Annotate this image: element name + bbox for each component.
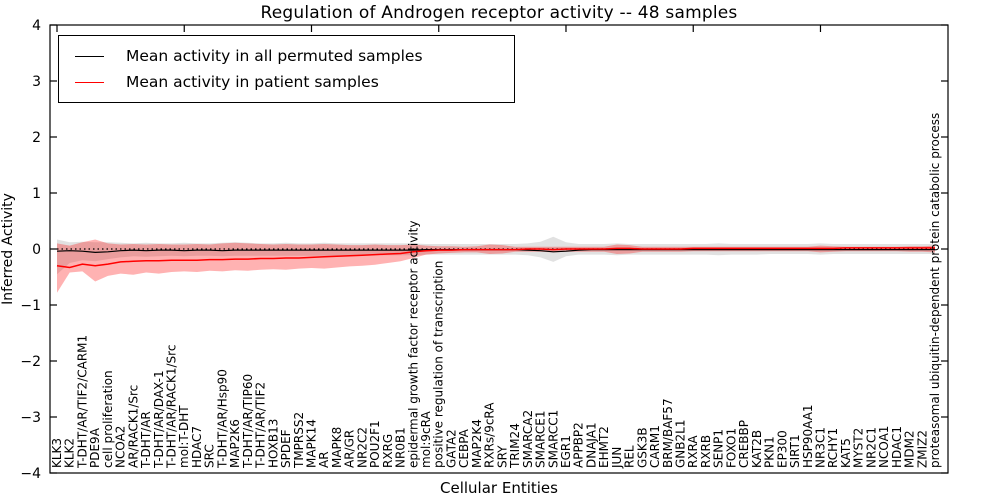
x-tick-label: CREBBP xyxy=(737,420,751,468)
x-tick-label: MAP2K4 xyxy=(470,419,484,468)
x-tick-label: SMARCE1 xyxy=(534,410,548,468)
x-tick-label: TRIM24 xyxy=(508,423,522,469)
x-tick-label: NR2C2 xyxy=(355,427,369,468)
legend: Mean activity in all permuted samples Me… xyxy=(58,35,515,103)
x-tick-label: NR0B1 xyxy=(394,427,408,468)
patient-mean-line xyxy=(56,247,935,269)
x-tick-label: SENP1 xyxy=(712,429,726,468)
x-tick-label: GNB2L1 xyxy=(674,420,688,468)
y-tick-label: −1 xyxy=(20,298,41,314)
x-tick-label: PDE9A xyxy=(88,427,102,468)
y-tick-label: 4 xyxy=(32,18,41,34)
y-tick-label: −2 xyxy=(20,354,41,370)
legend-row-permuted: Mean activity in all permuted samples xyxy=(75,43,514,69)
x-tick-label: POU2F1 xyxy=(368,420,382,468)
x-tick-label: RCHY1 xyxy=(826,428,840,468)
x-tick-label: AR/RACK1/Src xyxy=(126,385,140,468)
x-tick-label: T-DHT/AR/TIF2/CARM1 xyxy=(75,335,89,469)
x-tick-label: RXRB xyxy=(699,435,713,468)
x-tick-label: HOXB13 xyxy=(266,419,280,468)
x-tick-label: KLK3 xyxy=(50,438,64,468)
x-tick-label: RXRA xyxy=(686,435,700,468)
x-tick-label: GATA2 xyxy=(445,429,459,468)
x-tick-label: T-DHT/AR/RACK1/Src xyxy=(165,345,179,469)
x-tick-label: cell proliferation xyxy=(101,370,115,468)
x-tick-label: MAPK14 xyxy=(305,419,319,468)
permuted-confidence-band xyxy=(57,236,935,275)
x-tick-label: EP300 xyxy=(775,430,789,468)
x-tick-label: SRC xyxy=(203,444,217,468)
x-tick-label: TMPRSS2 xyxy=(292,412,306,469)
x-tick-label: DNAJA1 xyxy=(584,422,598,468)
y-tick-label: −3 xyxy=(20,410,41,426)
y-tick-label: 0 xyxy=(32,242,41,258)
chart-title: Regulation of Androgen receptor activity… xyxy=(260,3,738,23)
x-tick-label: KAT5 xyxy=(839,438,853,468)
legend-label-patient: Mean activity in patient samples xyxy=(126,73,379,91)
y-axis-label: Inferred Activity xyxy=(0,193,16,305)
x-tick-label: T-DHT/AR/Hsp90 xyxy=(215,369,229,469)
x-tick-label: RXRs/9cRA xyxy=(483,402,497,468)
x-tick-label: T-DHT/AR/TIP60 xyxy=(241,374,255,469)
permuted-line-swatch xyxy=(75,55,104,57)
x-tick-label: SMARCA2 xyxy=(521,410,535,468)
legend-row-patient: Mean activity in patient samples xyxy=(75,69,514,95)
x-tick-label: KAT2B xyxy=(750,430,764,468)
x-tick-label: T-DHT/AR/TIF2 xyxy=(254,382,268,469)
x-tick-label: mol:T-DHT xyxy=(177,405,191,468)
x-tick-label: CARM1 xyxy=(648,425,662,468)
x-tick-label: APPBP2 xyxy=(572,422,586,468)
x-tick-label: HSP90AA1 xyxy=(801,404,815,468)
x-tick-label: MDM2 xyxy=(903,430,917,468)
x-tick-label: PKN1 xyxy=(763,436,777,468)
x-axis-label: Cellular Entities xyxy=(440,479,558,497)
patient-line-swatch xyxy=(75,81,104,83)
x-tick-label: CEBPA xyxy=(457,428,471,468)
x-tick-label: T-DHT/AR/DAX-1 xyxy=(152,370,166,469)
legend-label-permuted: Mean activity in all permuted samples xyxy=(126,47,423,65)
x-tick-label: MYST2 xyxy=(852,428,866,468)
x-tick-label: mol:9cRA xyxy=(419,411,433,468)
patient-confidence-band xyxy=(57,239,935,293)
x-tick-label: T-DHT/AR xyxy=(139,411,153,469)
x-tick-label: NCOA2 xyxy=(114,426,128,468)
x-tick-label: MAP2K6 xyxy=(228,419,242,468)
x-tick-label: AR/GR xyxy=(343,430,357,468)
x-tick-label: HDAC1 xyxy=(890,426,904,468)
x-tick-label: SMARCC1 xyxy=(546,410,560,468)
y-tick-label: 3 xyxy=(32,74,41,90)
y-tick-label: −4 xyxy=(20,466,41,482)
x-tick-label: MAPK8 xyxy=(330,427,344,468)
x-tick-label: BRM/BAF57 xyxy=(661,398,675,468)
x-tick-label: REL xyxy=(623,445,637,468)
x-tick-label: HDAC7 xyxy=(190,426,204,468)
x-tick-label: KLK2 xyxy=(63,438,77,468)
x-tick-label: SIRT1 xyxy=(788,434,802,468)
x-tick-label: EHMT2 xyxy=(597,426,611,468)
x-tick-label: FOXO1 xyxy=(724,428,738,468)
x-tick-label: SRY xyxy=(495,445,509,468)
x-tick-label: GSK3B xyxy=(635,427,649,468)
x-tick-label: ZMIZ2 xyxy=(915,430,929,468)
x-tick-label: positive regulation of transcription xyxy=(432,261,446,468)
x-tick-label: epidermal growth factor receptor activit… xyxy=(406,221,420,468)
x-tick-label: RXRG xyxy=(381,434,395,468)
y-tick-label: 1 xyxy=(32,186,41,202)
x-tick-label: EGR1 xyxy=(559,435,573,468)
y-tick-label: 2 xyxy=(32,130,41,146)
x-tick-label: NR2C1 xyxy=(864,427,878,468)
x-tick-label: NCOA1 xyxy=(877,426,891,468)
x-tick-label: SPDEF xyxy=(279,429,293,468)
x-tick-label: NR3C1 xyxy=(814,427,828,468)
x-tick-label: proteasomal ubiquitin-dependent protein … xyxy=(928,113,942,468)
x-tick-label: JUN xyxy=(610,447,624,469)
x-tick-label: AR xyxy=(317,451,331,468)
